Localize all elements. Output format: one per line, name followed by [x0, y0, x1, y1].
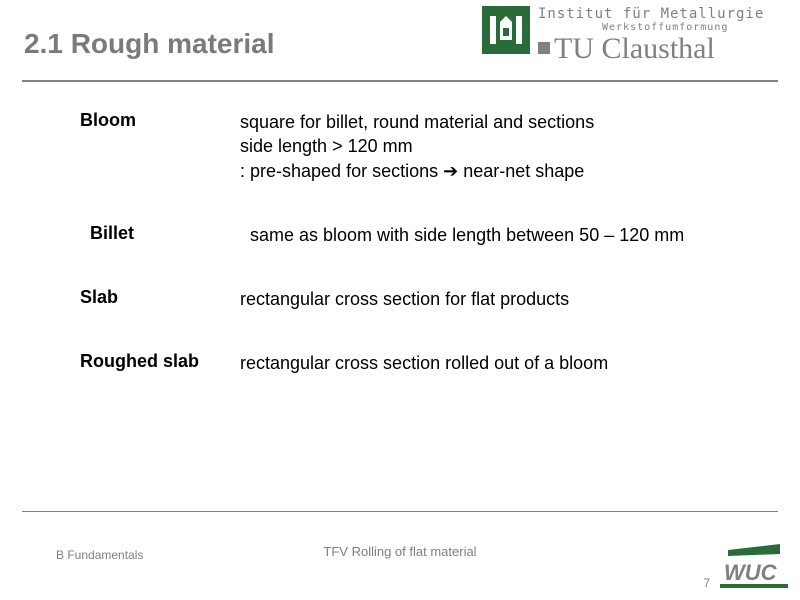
header: 2.1 Rough material Institut für Metallur…	[0, 0, 800, 82]
definition-row: Bloomsquare for billet, round material a…	[80, 110, 740, 183]
content-area: Bloomsquare for billet, round material a…	[80, 110, 740, 500]
definition-row: Billetsame as bloom with side length bet…	[80, 223, 740, 247]
divider-bottom	[22, 511, 778, 512]
term-label: Bloom	[80, 110, 240, 131]
institute-text: Institut für Metallurgie	[538, 6, 764, 22]
page-number: 7	[703, 576, 710, 590]
footer-center: TFV Rolling of flat material	[0, 544, 800, 559]
term-description: rectangular cross section for flat produ…	[240, 287, 569, 311]
svg-text:WUC: WUC	[724, 560, 778, 585]
slide-title: 2.1 Rough material	[24, 28, 275, 60]
university-logo-block: Institut für Metallurgie Werkstoffumform…	[482, 4, 792, 72]
square-bullet-icon	[538, 42, 550, 54]
term-label: Billet	[90, 223, 250, 244]
term-description: same as bloom with side length between 5…	[250, 223, 684, 247]
definition-row: Roughed slabrectangular cross section ro…	[80, 351, 740, 375]
divider-top	[22, 80, 778, 82]
university-name: TU Clausthal	[554, 32, 715, 66]
crest-icon	[482, 6, 530, 54]
footer: B Fundamentals TFV Rolling of flat mater…	[0, 520, 800, 600]
footer-logo-icon: WUC	[720, 544, 788, 588]
term-description: square for billet, round material and se…	[240, 110, 594, 183]
term-label: Slab	[80, 287, 240, 308]
definition-row: Slabrectangular cross section for flat p…	[80, 287, 740, 311]
term-label: Roughed slab	[80, 351, 240, 372]
term-description: rectangular cross section rolled out of …	[240, 351, 608, 375]
